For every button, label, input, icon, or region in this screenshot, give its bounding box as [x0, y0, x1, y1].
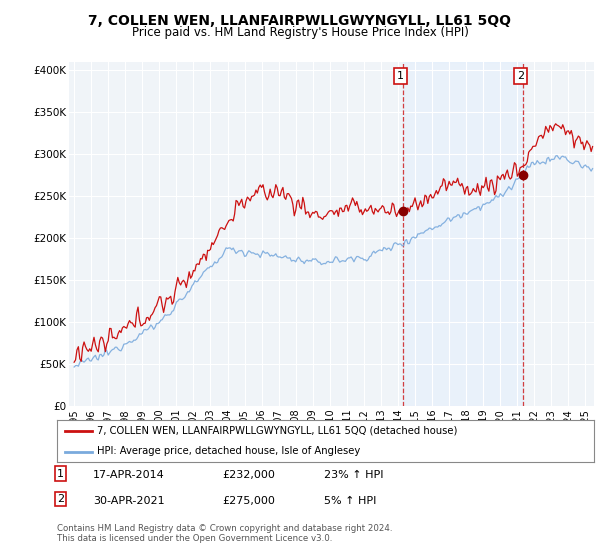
Text: 2: 2 [57, 494, 64, 504]
Text: £275,000: £275,000 [222, 496, 275, 506]
Text: 23% ↑ HPI: 23% ↑ HPI [324, 470, 383, 480]
Bar [403, 62, 523, 406]
Text: Price paid vs. HM Land Registry's House Price Index (HPI): Price paid vs. HM Land Registry's House … [131, 26, 469, 39]
Text: 30-APR-2021: 30-APR-2021 [93, 496, 164, 506]
Text: 1: 1 [397, 71, 404, 81]
Text: 5% ↑ HPI: 5% ↑ HPI [324, 496, 376, 506]
Text: 1: 1 [57, 469, 64, 479]
Text: 7, COLLEN WEN, LLANFAIRPWLLGWYNGYLL, LL61 5QQ (detached house): 7, COLLEN WEN, LLANFAIRPWLLGWYNGYLL, LL6… [97, 426, 458, 436]
Text: Contains HM Land Registry data © Crown copyright and database right 2024.
This d: Contains HM Land Registry data © Crown c… [57, 524, 392, 543]
Text: 7, COLLEN WEN, LLANFAIRPWLLGWYNGYLL, LL61 5QQ: 7, COLLEN WEN, LLANFAIRPWLLGWYNGYLL, LL6… [89, 14, 511, 28]
Text: 2: 2 [517, 71, 524, 81]
Text: 17-APR-2014: 17-APR-2014 [93, 470, 165, 480]
Text: HPI: Average price, detached house, Isle of Anglesey: HPI: Average price, detached house, Isle… [97, 446, 361, 456]
Text: £232,000: £232,000 [222, 470, 275, 480]
